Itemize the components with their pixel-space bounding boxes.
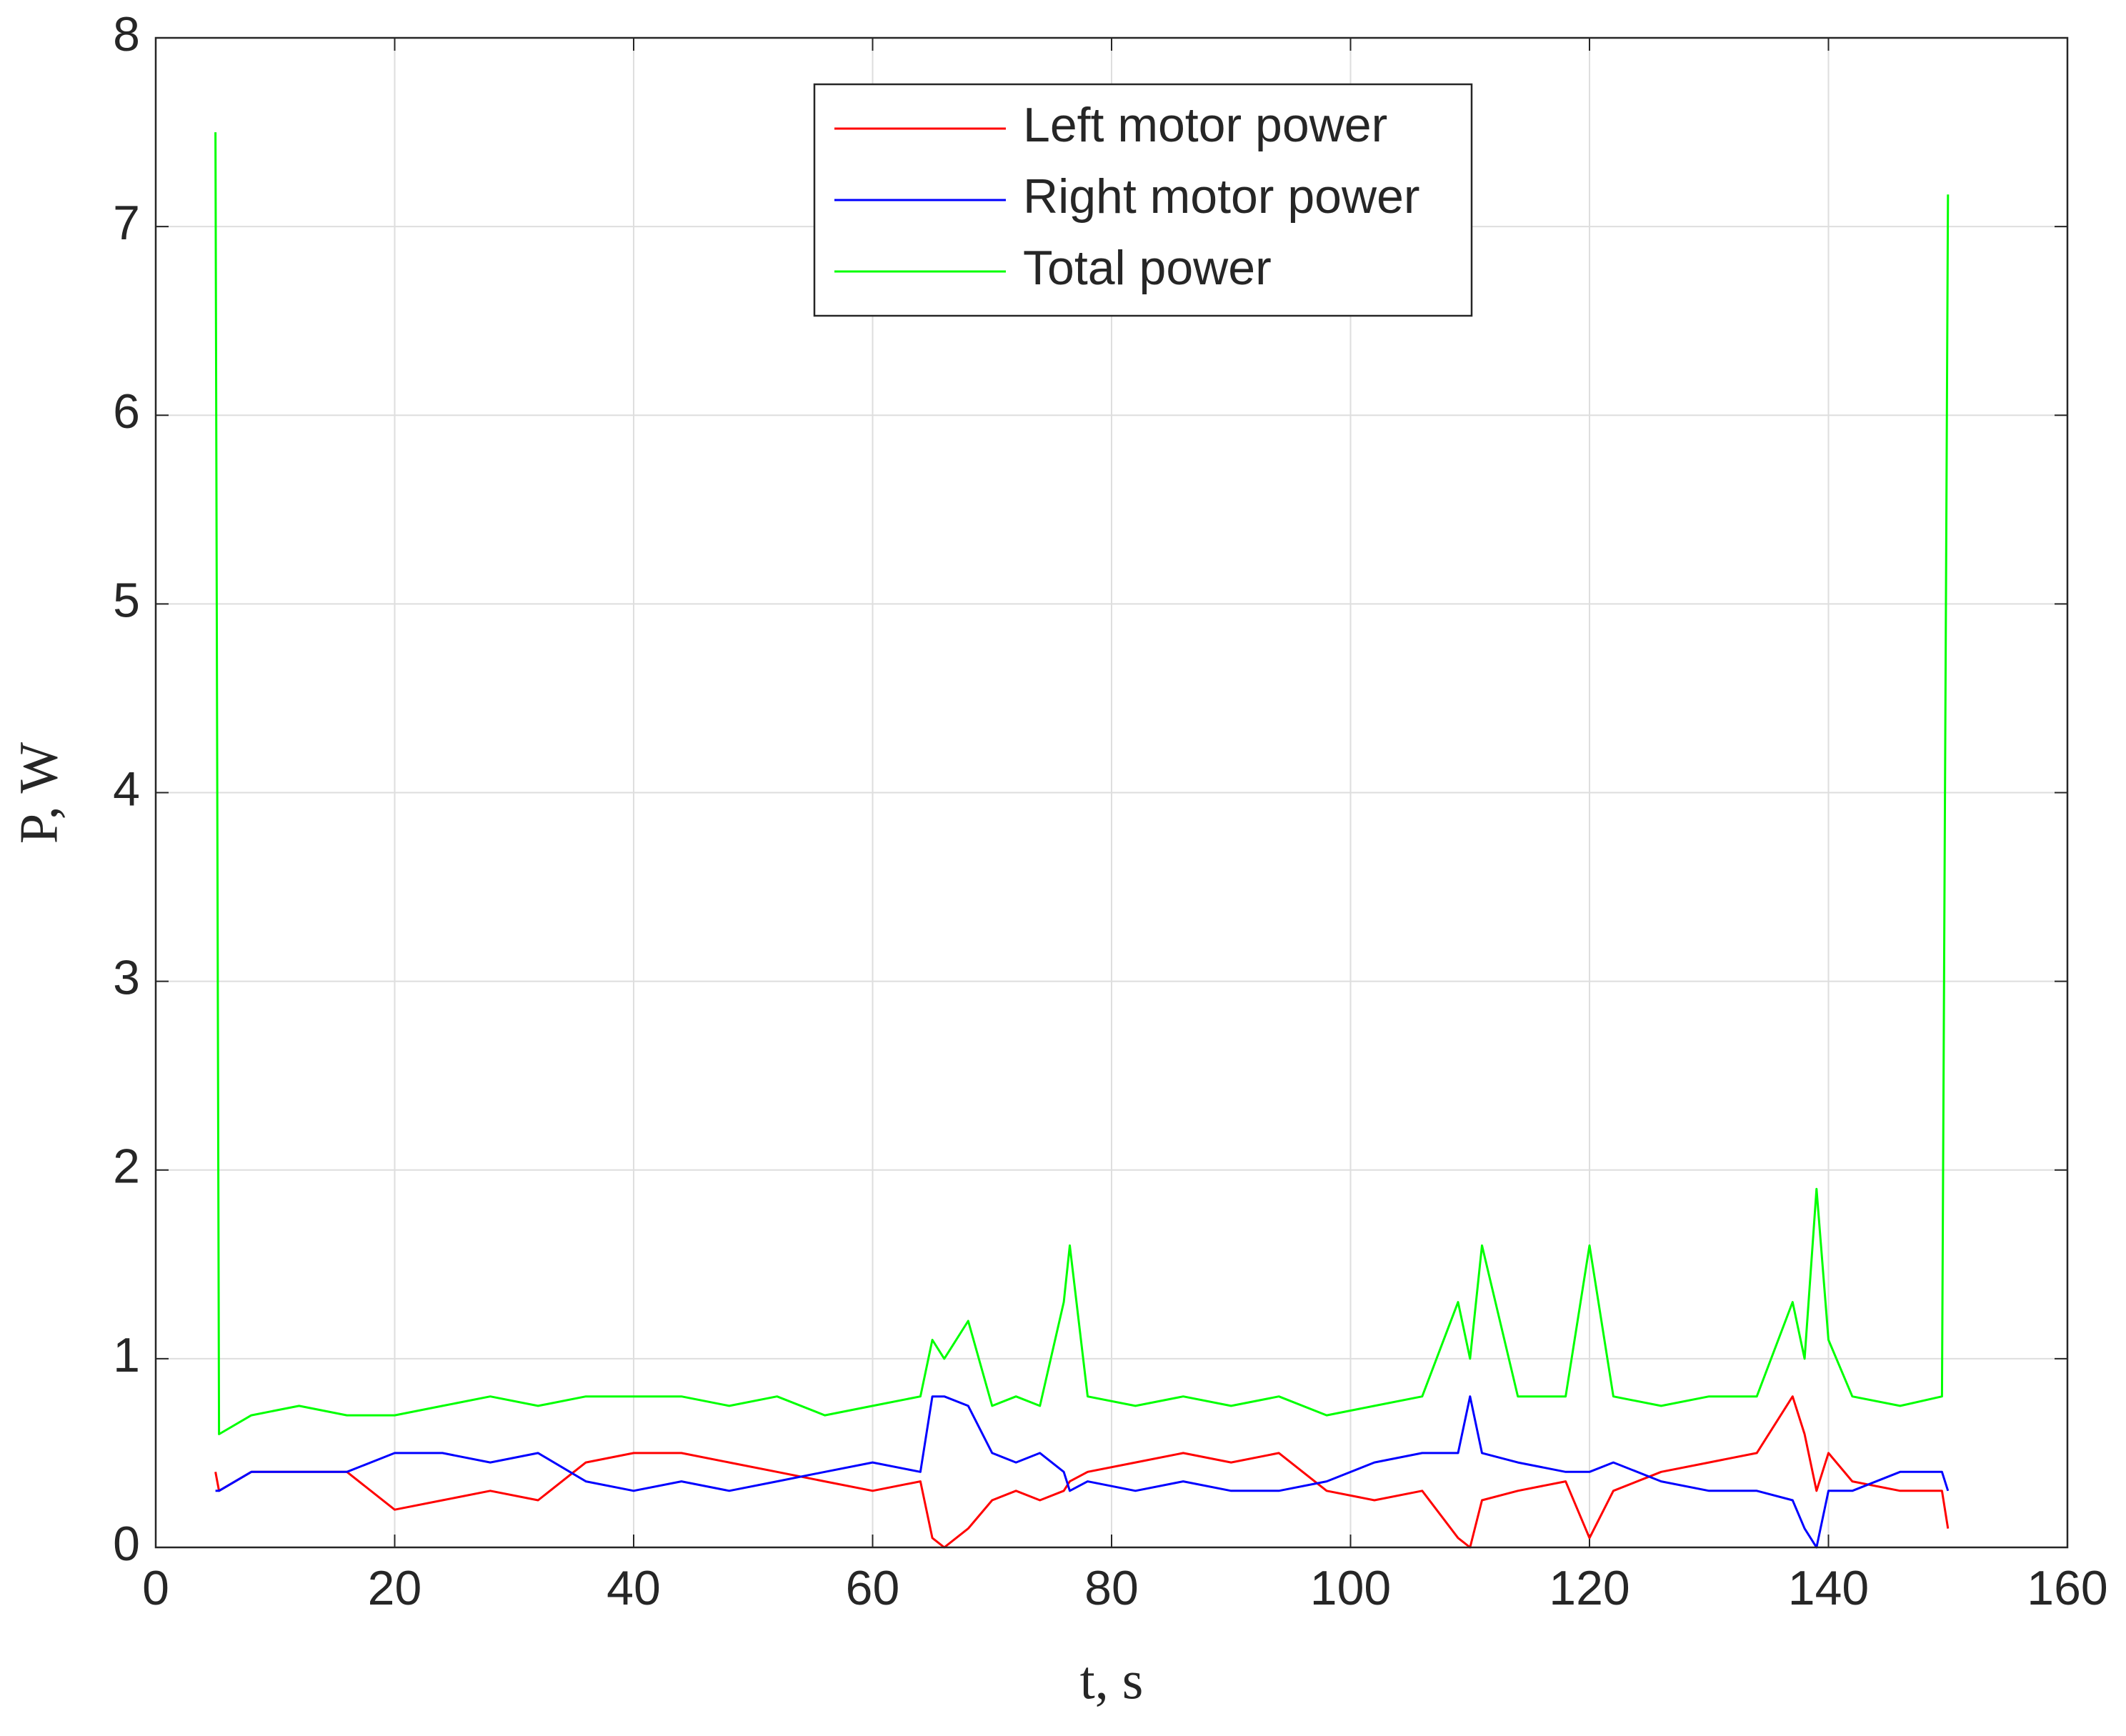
x-tick-label: 40 <box>607 1561 661 1615</box>
y-tick-label: 8 <box>113 7 140 61</box>
y-tick-label: 6 <box>113 384 140 439</box>
data-line <box>214 132 1950 1435</box>
legend-label: Total power <box>1023 241 1272 295</box>
y-tick-label: 0 <box>113 1517 140 1571</box>
y-tick-label: 7 <box>113 196 140 250</box>
plot-frame <box>154 36 2069 1549</box>
y-tick-label: 1 <box>113 1328 140 1382</box>
x-tick-label: 120 <box>1549 1561 1630 1615</box>
x-tick-label: 160 <box>2027 1561 2107 1615</box>
x-tick-label: 140 <box>1788 1561 1869 1615</box>
x-tick-label: 100 <box>1310 1561 1391 1615</box>
data-line <box>214 1395 1950 1549</box>
legend-label: Right motor power <box>1023 169 1420 224</box>
y-axis-label: P, W <box>9 742 69 844</box>
y-tick-label: 3 <box>113 951 140 1005</box>
legend: Left motor power Right motor power Total p… <box>813 83 1473 317</box>
data-line <box>215 1395 1950 1549</box>
y-tick-label: 4 <box>113 762 140 816</box>
x-tick-label: 0 <box>142 1561 169 1615</box>
x-tick-label: 20 <box>368 1561 422 1615</box>
y-tick-label: 5 <box>113 573 140 627</box>
legend-label: Left motor power <box>1023 98 1387 152</box>
x-tick-label: 60 <box>846 1561 900 1615</box>
x-tick-label: 80 <box>1084 1561 1139 1615</box>
y-tick-label: 2 <box>113 1139 140 1194</box>
x-axis-label: t, s <box>1080 1650 1144 1710</box>
